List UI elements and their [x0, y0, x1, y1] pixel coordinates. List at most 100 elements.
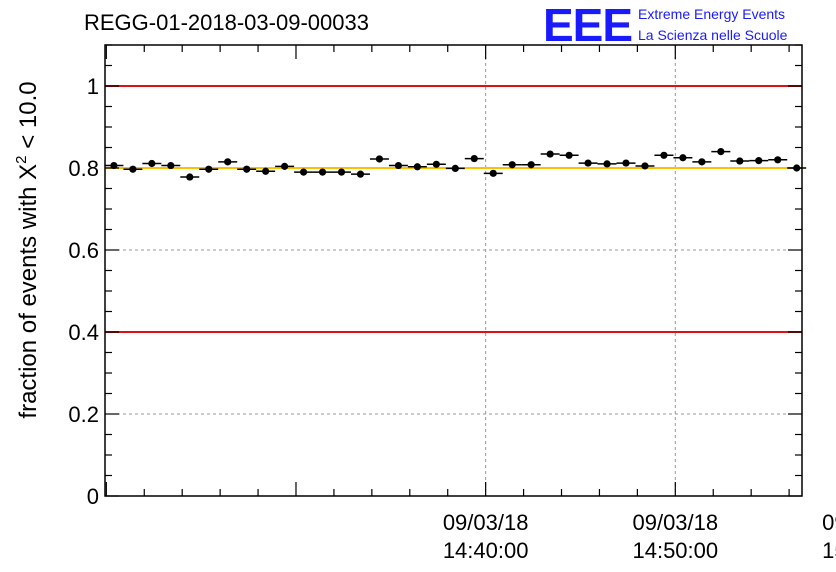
y-tick-label: 0.2 — [68, 402, 99, 427]
y-tick-label: 0.4 — [68, 320, 99, 345]
data-point — [180, 173, 200, 181]
axis-ticks: 0 0.2 0.4 0.6 0.8 1 09/03/18 14:40:00 09/03/18 14… — [68, 44, 836, 563]
data-point — [142, 159, 162, 168]
x-tick-label: 09/03/18 — [822, 510, 836, 535]
x-tick-label: 15:00:00 — [822, 538, 836, 563]
x-tick-label: 09/03/18 — [443, 510, 529, 535]
point-marker — [167, 161, 175, 170]
point-marker — [584, 159, 592, 167]
data-point — [332, 168, 351, 176]
data-point — [616, 159, 636, 167]
point-marker — [224, 158, 232, 166]
y-axis-title: fraction of events with X2 < 10.0 — [13, 81, 42, 418]
point-marker — [717, 148, 725, 156]
data-point — [218, 158, 238, 166]
point-marker — [508, 161, 516, 169]
point-marker — [205, 165, 213, 173]
point-marker — [432, 160, 440, 168]
point-marker — [736, 157, 744, 165]
data-point — [313, 168, 333, 176]
point-marker — [793, 164, 801, 172]
point-marker — [186, 173, 194, 181]
data-point — [635, 162, 655, 170]
point-marker — [281, 162, 289, 170]
data-point — [123, 165, 143, 173]
point-marker — [698, 158, 706, 166]
data-point — [104, 161, 124, 170]
point-marker — [755, 157, 763, 165]
y-axis-title-symbol: X — [15, 164, 42, 180]
point-marker — [110, 161, 118, 170]
point-marker — [527, 161, 535, 169]
data-points — [104, 148, 807, 181]
logo-tagline-2: La Scienza nelle Scuole — [638, 27, 788, 43]
data-point — [388, 161, 408, 170]
point-marker — [299, 168, 308, 176]
point-marker — [262, 167, 270, 175]
point-marker — [394, 161, 403, 170]
point-marker — [679, 154, 687, 162]
y-tick-label: 0.6 — [68, 238, 99, 263]
x-tick-label: 09/03/18 — [632, 510, 718, 535]
logo-tagline-1: Extreme Energy Events — [638, 6, 786, 22]
data-point — [464, 154, 484, 163]
x-tick-label: 14:50:00 — [632, 538, 718, 563]
run-title: REGG-01-2018-03-09-00033 — [84, 10, 369, 35]
point-marker — [470, 154, 478, 163]
point-marker — [565, 151, 573, 159]
reference-lines — [105, 85, 802, 333]
point-marker — [641, 162, 649, 170]
data-point — [749, 157, 769, 165]
data-point — [483, 169, 503, 177]
data-point — [559, 151, 579, 159]
data-point — [350, 170, 370, 178]
y-axis-title-exponent: 2 — [13, 155, 30, 163]
data-point — [692, 158, 712, 166]
data-point — [275, 162, 295, 170]
data-point — [521, 161, 541, 169]
data-point — [426, 160, 446, 168]
point-marker — [774, 156, 782, 164]
data-point — [578, 159, 598, 167]
data-point — [369, 155, 389, 163]
y-axis-title-suffix: < 10.0 — [15, 81, 42, 155]
data-point — [237, 165, 257, 173]
data-point — [161, 161, 181, 170]
plot-frame — [104, 44, 803, 497]
x-tick-label: 14:40:00 — [443, 538, 529, 563]
point-marker — [337, 168, 346, 176]
point-marker — [489, 169, 497, 177]
point-marker — [148, 159, 156, 168]
grid-lines — [105, 45, 802, 496]
data-point — [407, 163, 427, 171]
point-marker — [451, 164, 459, 173]
point-marker — [603, 160, 611, 168]
point-marker — [622, 159, 630, 167]
data-point — [256, 167, 276, 175]
data-point — [540, 150, 560, 158]
point-marker — [318, 168, 327, 176]
point-marker — [356, 170, 365, 178]
point-marker — [546, 150, 554, 158]
data-point — [597, 160, 617, 168]
data-point — [502, 161, 522, 169]
point-marker — [413, 163, 421, 171]
data-point — [654, 151, 674, 159]
svg-text:fraction of events with X2 < 1: fraction of events with X2 < 10.0 — [13, 81, 42, 418]
data-point — [294, 168, 314, 176]
point-marker — [129, 165, 137, 173]
y-tick-label: 1 — [87, 74, 99, 99]
eee-logo-mark: EEE — [543, 0, 633, 51]
data-point — [711, 148, 731, 156]
data-point — [730, 157, 750, 165]
data-point — [673, 154, 693, 162]
y-axis-title-prefix: fraction of events with — [15, 180, 42, 419]
point-marker — [660, 151, 668, 159]
data-point — [199, 165, 219, 173]
y-tick-label: 0.8 — [68, 156, 99, 181]
point-marker — [243, 165, 251, 173]
point-marker — [375, 155, 384, 163]
data-point — [787, 164, 807, 172]
data-point — [445, 164, 465, 173]
